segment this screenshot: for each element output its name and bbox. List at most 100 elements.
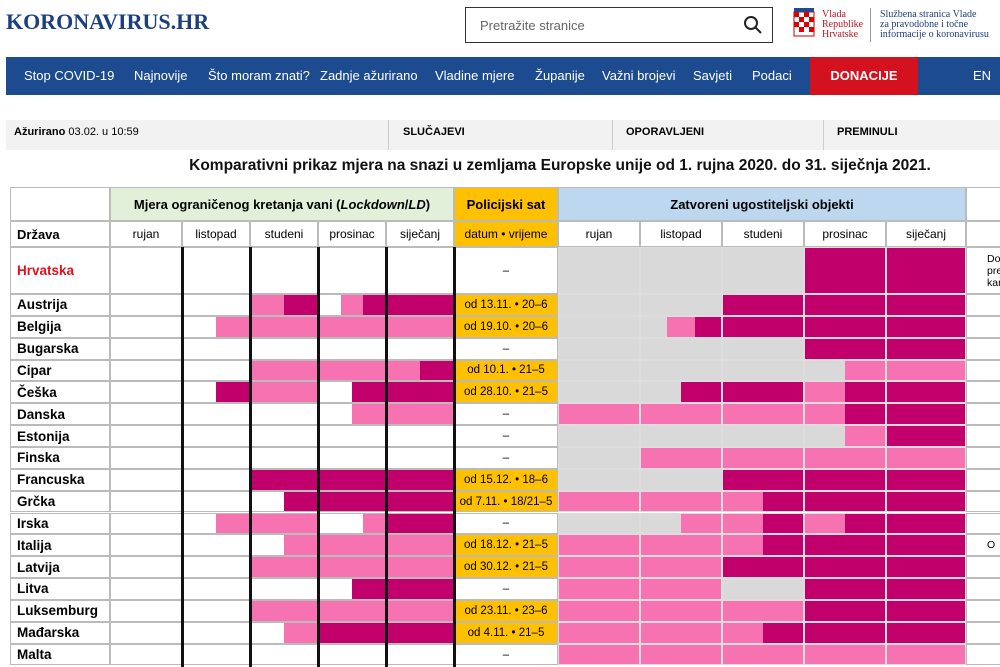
status-fill <box>386 468 455 491</box>
cell-border <box>558 468 640 491</box>
status-fill <box>558 643 641 666</box>
country-name: Češka <box>10 381 110 404</box>
nav-link[interactable]: Savjeti <box>693 68 733 83</box>
status-fill <box>886 315 967 338</box>
cell-border <box>250 490 318 513</box>
status-fill <box>250 512 319 535</box>
status-fill <box>386 534 455 557</box>
cell-border <box>722 578 804 600</box>
status-fill <box>886 599 967 622</box>
note-cell <box>966 599 1000 622</box>
status-fill <box>640 534 723 557</box>
status-fill <box>722 578 805 600</box>
search-icon[interactable] <box>744 16 762 34</box>
nav-link[interactable]: Zadnje ažurirano <box>320 68 418 83</box>
cell-border <box>318 468 386 491</box>
cell-border <box>110 556 182 579</box>
status-fill <box>250 381 319 404</box>
gov-line: za pravodobne i točne <box>880 19 969 30</box>
cell-border <box>886 294 966 316</box>
status-fill <box>845 359 887 382</box>
cell-border <box>250 621 318 644</box>
nav-link[interactable]: Što moram znati? <box>208 68 310 83</box>
lockdown-header-part: LD <box>408 196 426 212</box>
nav-link[interactable]: Županije <box>535 68 585 83</box>
nav-link[interactable]: Najnovije <box>134 68 188 83</box>
status-fill <box>640 468 723 491</box>
column-separator <box>453 247 456 667</box>
cell-border <box>318 578 386 600</box>
lang-link[interactable]: EN <box>973 68 992 83</box>
header-cell <box>966 221 1000 247</box>
status-fill <box>558 599 641 622</box>
status-fill <box>250 556 319 579</box>
curfew-value: – <box>454 247 558 294</box>
cell-border <box>804 337 886 360</box>
status-fill <box>640 381 682 404</box>
note-text: Do <box>987 252 1000 265</box>
deaths-label: PREMINULI <box>837 126 898 138</box>
status-fill <box>640 621 723 644</box>
nav-bar: DONACIJE EN Stop COVID-19 Najnovije Što mo… <box>6 57 1000 95</box>
cell-border <box>804 599 886 622</box>
status-fill <box>640 403 723 426</box>
status-fill <box>318 294 342 316</box>
cell-border <box>640 381 722 404</box>
status-fill <box>804 578 887 600</box>
nav-link[interactable]: Stop COVID-19 <box>24 68 115 83</box>
cell-border <box>318 315 386 338</box>
cell-border <box>722 556 804 579</box>
cell-border <box>182 578 250 600</box>
country-name: Italija <box>10 534 110 557</box>
cell-border <box>722 621 804 644</box>
note-cell <box>966 294 1000 316</box>
cell-border <box>110 381 182 404</box>
cell-border <box>110 337 182 360</box>
cell-border <box>804 643 886 666</box>
status-fill <box>386 337 455 360</box>
cell-border <box>804 556 886 579</box>
search-box[interactable]: Pretražite stranice <box>465 7 773 43</box>
status-fill <box>886 556 967 579</box>
cell-border <box>318 359 386 382</box>
gov-name[interactable]: Vlada Republike Hrvatske <box>822 10 863 40</box>
month-header: rujan <box>110 221 182 247</box>
site-logo[interactable]: KORONAVIRUS.HR <box>6 9 210 34</box>
nav-link[interactable]: Važni brojevi <box>602 68 676 83</box>
status-fill <box>386 490 455 513</box>
status-fill <box>722 247 805 294</box>
status-fill <box>804 556 887 579</box>
cell-border <box>804 578 886 600</box>
cell-border <box>804 534 886 557</box>
status-fill <box>763 490 805 513</box>
status-fill <box>386 643 455 666</box>
cell-border <box>640 446 722 469</box>
cell-border <box>110 468 182 491</box>
cell-border <box>250 403 318 426</box>
status-fill <box>722 468 805 491</box>
country-name: Austrija <box>10 294 110 316</box>
status-fill <box>386 578 455 600</box>
cell-border <box>558 337 640 360</box>
status-fill <box>681 381 723 404</box>
cell-border <box>886 315 966 338</box>
status-fill <box>886 247 967 294</box>
status-fill <box>386 247 455 294</box>
country-header: Država <box>10 221 110 247</box>
status-fill <box>110 446 183 469</box>
status-fill <box>340 294 364 316</box>
nav-link[interactable]: Podaci <box>752 68 792 83</box>
status-fill <box>558 468 641 491</box>
status-fill <box>110 315 183 338</box>
donate-button[interactable]: DONACIJE <box>810 57 918 95</box>
status-fill <box>216 512 251 535</box>
nav-link[interactable]: Vladine mjere <box>435 68 515 83</box>
note-cell <box>966 512 1000 535</box>
note-cell <box>966 468 1000 491</box>
cell-border <box>640 403 722 426</box>
curfew-value: od 19.10. • 20–6 <box>454 315 558 338</box>
status-fill <box>804 381 846 404</box>
curfew-value: od 28.10. • 21–5 <box>454 381 558 404</box>
info-bar: Ažurirano 03.02. u 10:59 SLUČAJEVI OPORA… <box>6 120 1000 150</box>
header-cell <box>10 187 110 221</box>
